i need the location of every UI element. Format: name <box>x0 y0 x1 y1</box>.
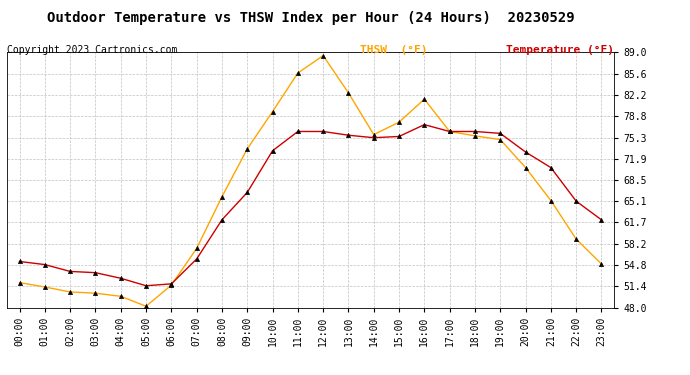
Text: Temperature (°F): Temperature (°F) <box>506 45 614 55</box>
Text: THSW  (°F): THSW (°F) <box>360 45 428 55</box>
Text: Copyright 2023 Cartronics.com: Copyright 2023 Cartronics.com <box>7 45 177 55</box>
Text: Outdoor Temperature vs THSW Index per Hour (24 Hours)  20230529: Outdoor Temperature vs THSW Index per Ho… <box>47 11 574 25</box>
